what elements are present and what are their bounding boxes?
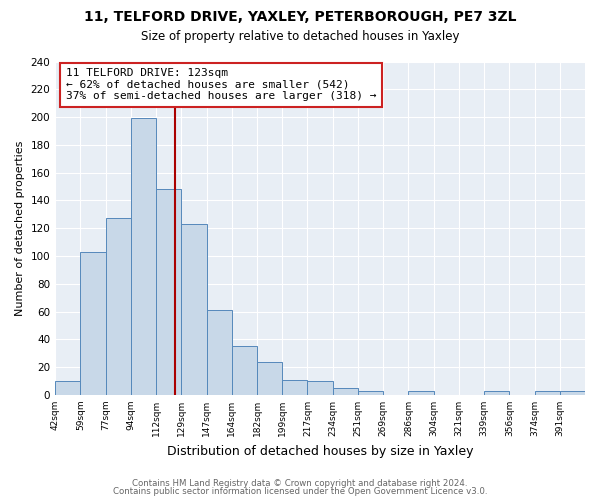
- Bar: [106, 218, 131, 395]
- Y-axis label: Number of detached properties: Number of detached properties: [15, 140, 25, 316]
- Bar: [535, 391, 560, 395]
- Bar: [409, 391, 434, 395]
- Bar: [156, 190, 181, 395]
- Bar: [332, 388, 358, 395]
- Bar: [206, 310, 232, 395]
- Bar: [131, 118, 156, 395]
- Bar: [80, 252, 106, 395]
- Text: Contains HM Land Registry data © Crown copyright and database right 2024.: Contains HM Land Registry data © Crown c…: [132, 478, 468, 488]
- Text: 11, TELFORD DRIVE, YAXLEY, PETERBOROUGH, PE7 3ZL: 11, TELFORD DRIVE, YAXLEY, PETERBOROUGH,…: [84, 10, 516, 24]
- Bar: [307, 381, 332, 395]
- X-axis label: Distribution of detached houses by size in Yaxley: Distribution of detached houses by size …: [167, 444, 473, 458]
- Bar: [358, 391, 383, 395]
- Text: 11 TELFORD DRIVE: 123sqm
← 62% of detached houses are smaller (542)
37% of semi-: 11 TELFORD DRIVE: 123sqm ← 62% of detach…: [66, 68, 376, 102]
- Text: Size of property relative to detached houses in Yaxley: Size of property relative to detached ho…: [141, 30, 459, 43]
- Bar: [232, 346, 257, 395]
- Bar: [181, 224, 206, 395]
- Bar: [55, 381, 80, 395]
- Bar: [257, 362, 282, 395]
- Bar: [560, 391, 585, 395]
- Text: Contains public sector information licensed under the Open Government Licence v3: Contains public sector information licen…: [113, 487, 487, 496]
- Bar: [484, 391, 509, 395]
- Bar: [282, 380, 307, 395]
